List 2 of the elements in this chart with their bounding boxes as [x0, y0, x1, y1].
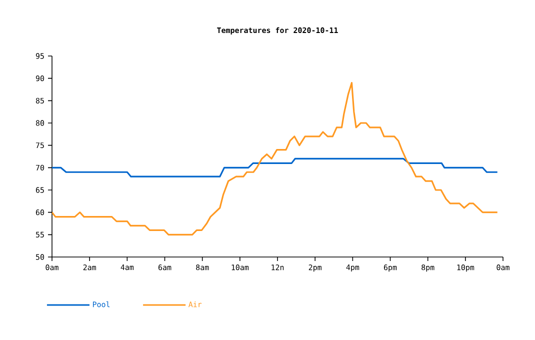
- line-series: [52, 158, 498, 178]
- line-series: [52, 82, 498, 236]
